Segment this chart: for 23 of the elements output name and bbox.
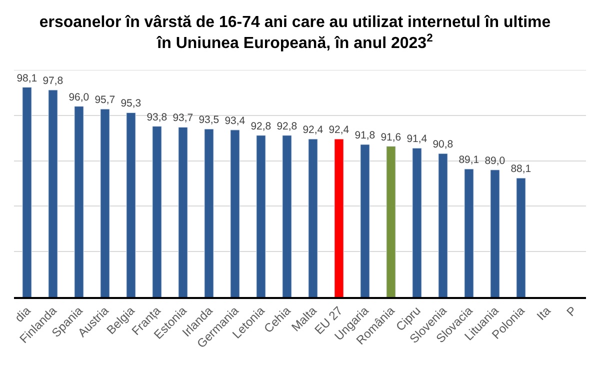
- data-label: 91,6: [380, 131, 402, 144]
- chart-title: ersoanelor în vârstă de 16-74 ani care au utilizat internetul în ultime în Uniunea Europeană, în anul 2023$^{2}$: [39, 14, 551, 52]
- data-label: 89,0: [484, 154, 506, 167]
- data-label: 89,1: [458, 154, 480, 166]
- data-label: 93,7: [172, 112, 194, 124]
- data-label: 91,8: [354, 129, 376, 142]
- data-label: 95,7: [94, 94, 116, 106]
- data-label: 91,4: [406, 133, 428, 146]
- data-label: 93,5: [198, 114, 220, 126]
- data-label: 96,0: [68, 91, 90, 104]
- x-tick-label: Ita: [534, 303, 554, 323]
- data-label: 93,8: [146, 111, 168, 124]
- data-label: 98,1: [16, 72, 38, 84]
- data-label: 92,8: [276, 120, 298, 132]
- data-label: 95,3: [120, 98, 142, 110]
- data-label: 92,4: [302, 124, 324, 136]
- data-label: 90,8: [432, 138, 454, 151]
- data-label: 92,4: [328, 124, 350, 136]
- x-tick-label: P: [564, 304, 580, 320]
- data-label: 93,4: [224, 114, 246, 127]
- data-label: 92,8: [250, 120, 272, 132]
- data-label: 97,8: [42, 74, 64, 87]
- data-label: 88,1: [510, 163, 532, 176]
